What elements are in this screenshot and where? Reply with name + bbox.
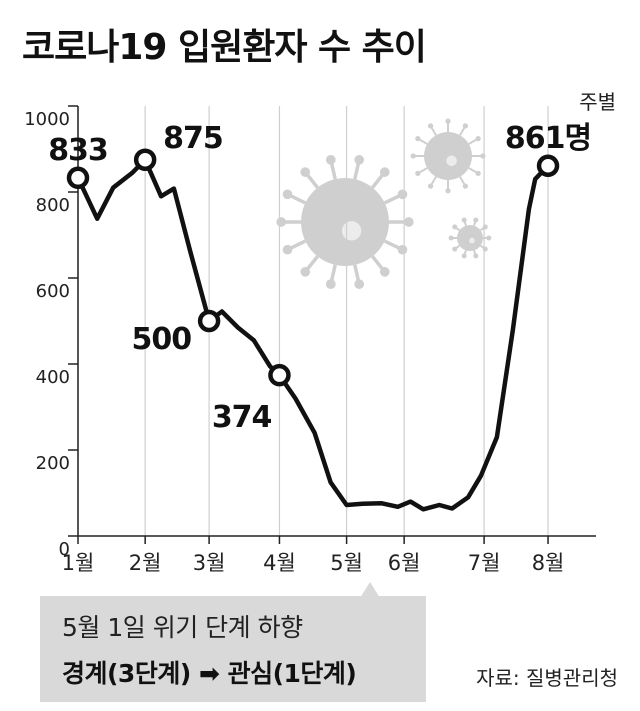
data-point-marker	[197, 309, 221, 333]
y-tick-label: 200	[36, 453, 70, 474]
y-tick-label: 400	[36, 367, 70, 388]
note-pointer	[360, 582, 380, 598]
data-label: 374	[212, 400, 272, 435]
x-tick-label: 7월	[468, 551, 501, 575]
virus-icon	[276, 154, 414, 290]
x-tick-label: 4월	[263, 551, 296, 575]
y-tick-label: 600	[36, 281, 70, 302]
y-tick-label: 800	[36, 195, 70, 216]
data-label: 861명	[505, 121, 591, 156]
unit-label: 주별	[579, 90, 616, 114]
grid	[77, 106, 596, 537]
y-tick-label: 0	[59, 539, 70, 560]
series-line	[75, 157, 551, 512]
data-point-marker	[268, 363, 291, 387]
page-title: 코로나19 입원환자 수 추이	[22, 27, 427, 68]
y-tick-label: 1000	[24, 109, 70, 130]
note-box: 5월 1일 위기 단계 하향 경계(3단계) ➡ 관심(1단계)	[40, 596, 426, 702]
data-point-marker	[536, 154, 560, 178]
data-point-marker	[133, 148, 157, 171]
note-line-2: 경계(3단계) ➡ 관심(1단계)	[62, 659, 357, 688]
data-label: 500	[131, 322, 191, 357]
x-tick-label: 3월	[193, 551, 226, 575]
data-label: 833	[48, 133, 108, 168]
data-label: 875	[163, 121, 223, 156]
x-tick-label: 8월	[532, 551, 565, 575]
x-tick-label: 1월	[62, 551, 95, 575]
x-tick-label: 2월	[129, 551, 162, 575]
data-markers	[66, 148, 560, 387]
source-text: 자료: 질병관리청	[476, 666, 618, 690]
x-axis-ticks: 1월 2월 3월 4월 5월 6월 7월 8월	[62, 536, 565, 575]
x-tick-label: 6월	[388, 551, 421, 575]
virus-icon	[448, 217, 492, 259]
y-axis-ticks: 0 200 400 600 800 1000	[24, 105, 78, 560]
x-tick-label: 5월	[330, 551, 363, 575]
note-line-1: 5월 1일 위기 단계 하향	[62, 613, 303, 642]
virus-illustration	[276, 118, 492, 290]
data-point-marker	[66, 166, 90, 190]
data-labels: 833 875 500 374 861명	[48, 121, 592, 435]
virus-icon	[410, 118, 486, 194]
